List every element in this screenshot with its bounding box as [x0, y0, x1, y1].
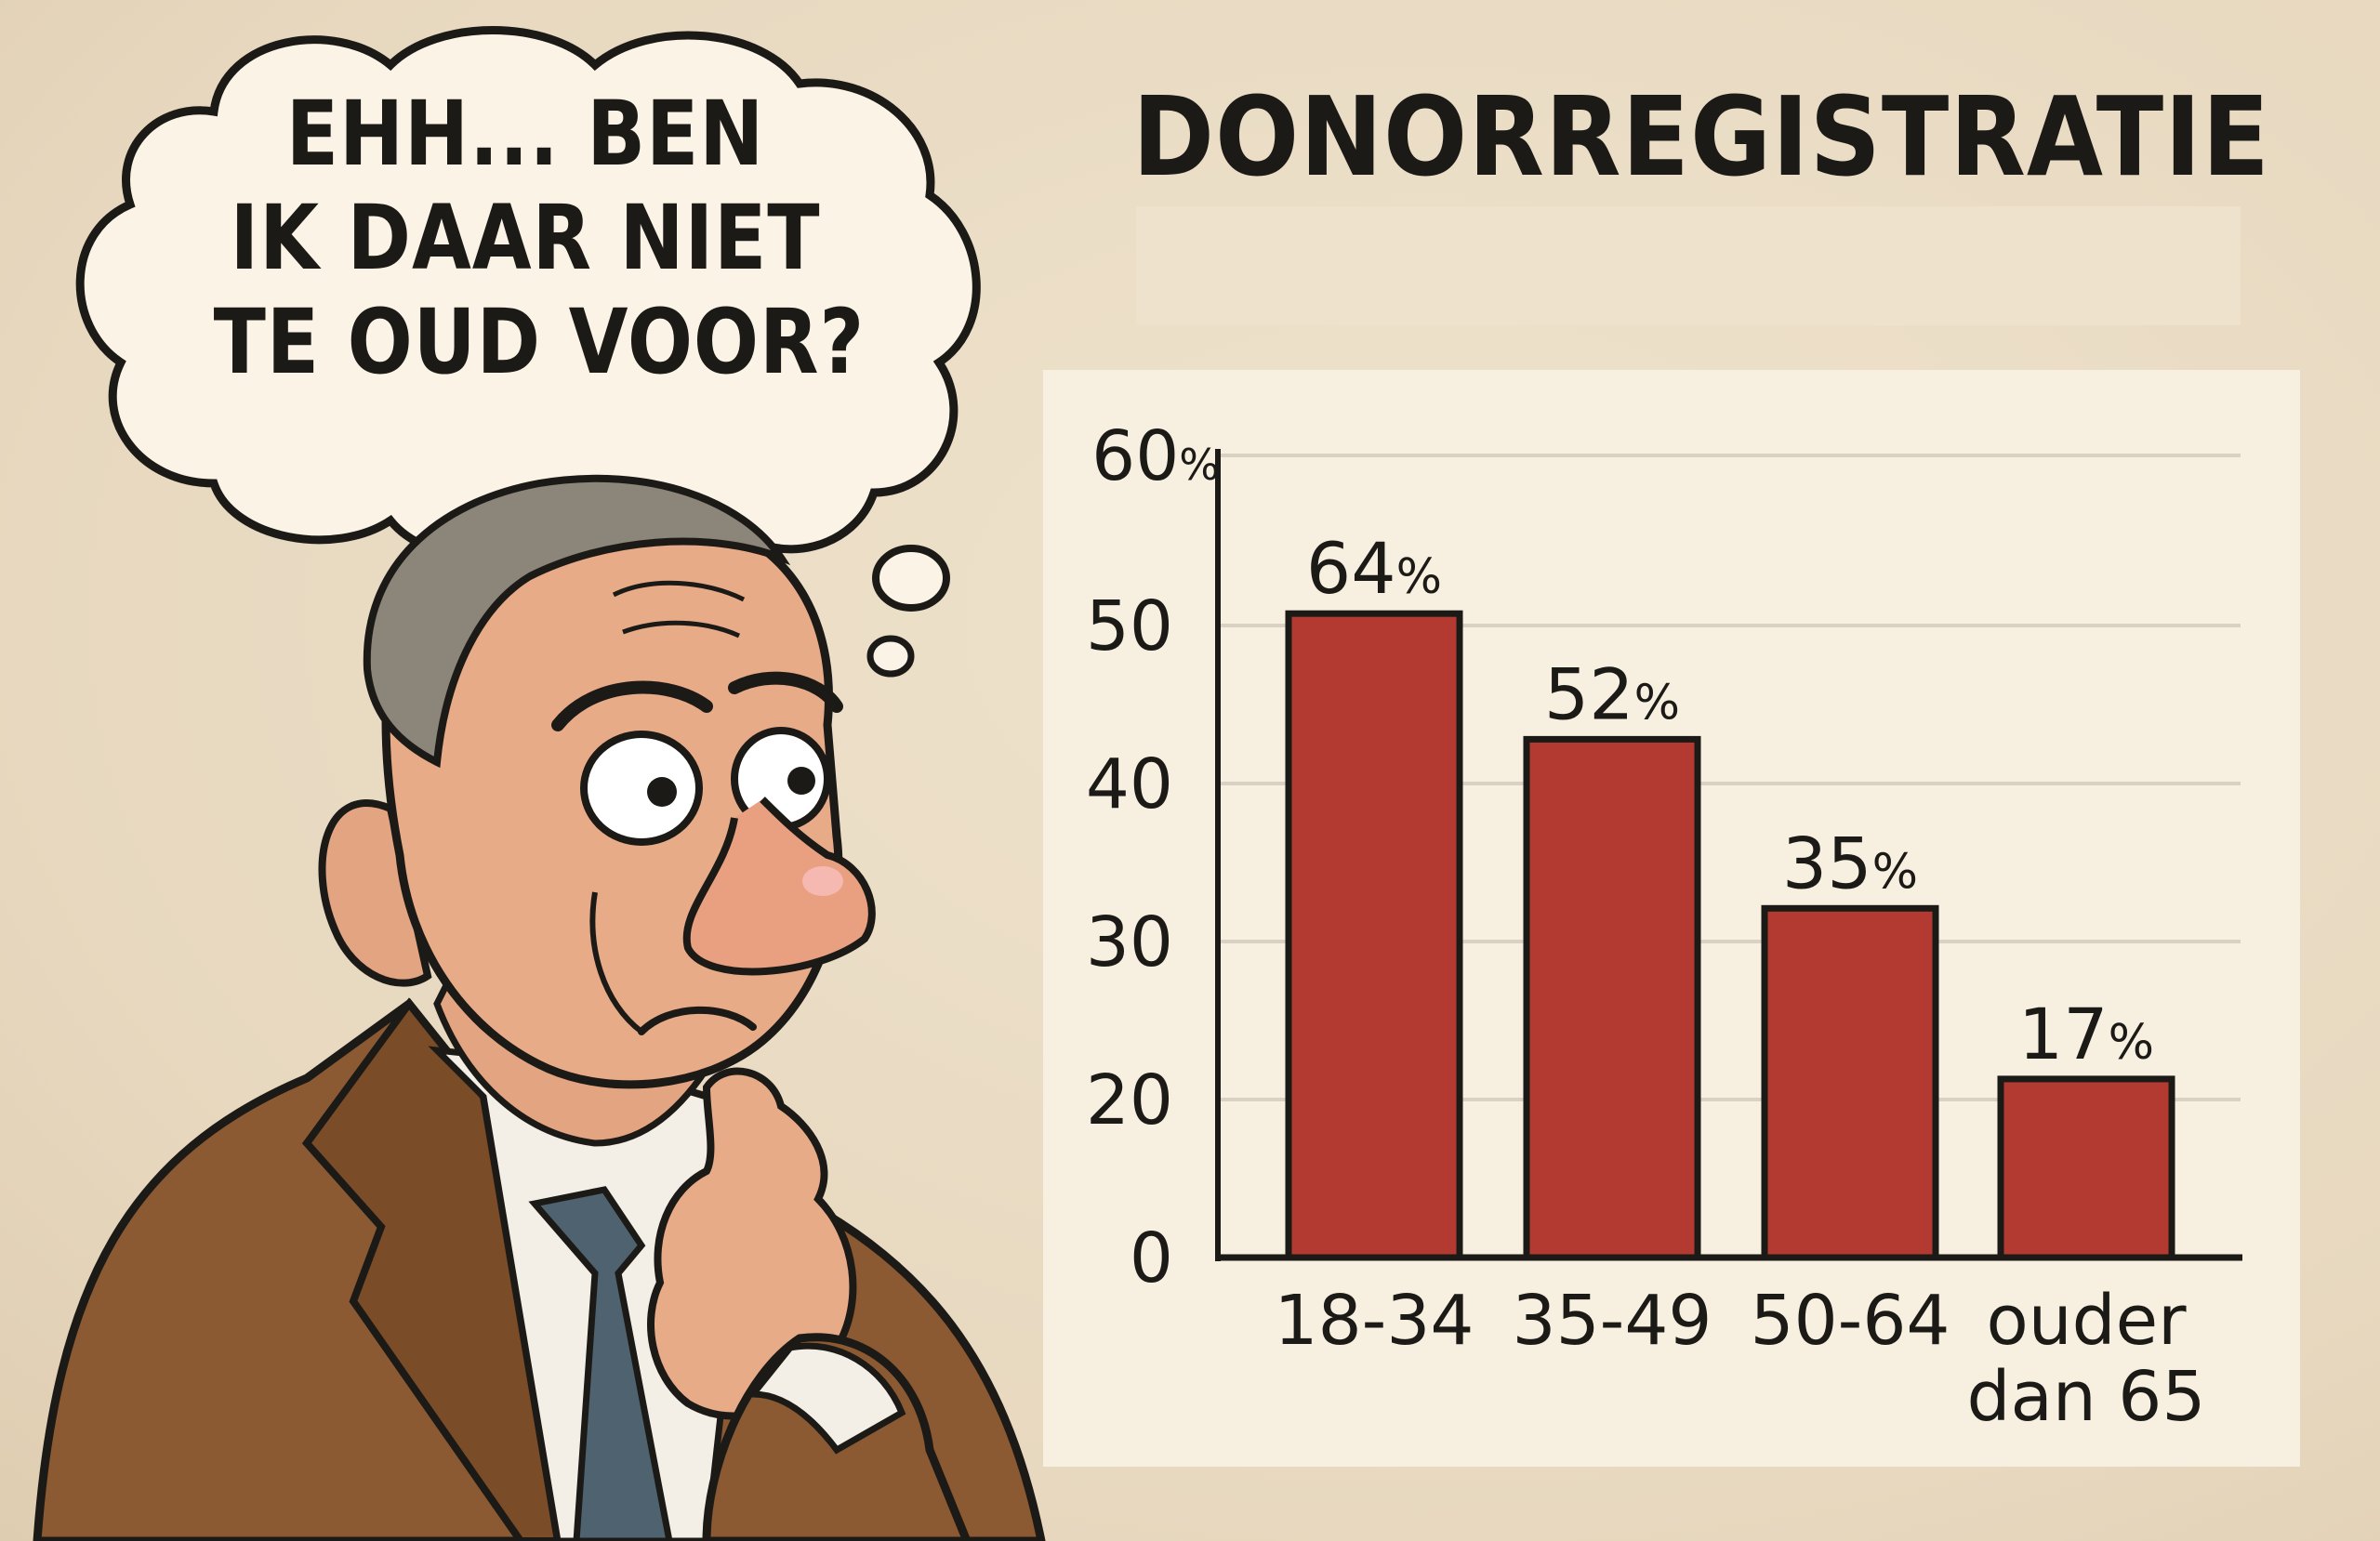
chart-panel: 0 20 30 40 50 60% 64% 18-34 52% 35-49 35% 50-64 17% o…: [1043, 370, 2300, 1467]
thought-bubble-text: EHH... BEN IK DAAR NIET TE OUD VOOR?: [213, 82, 866, 394]
bar: [1997, 1075, 2175, 1261]
pupil-left: [647, 777, 677, 807]
bubble-line: IK DAAR NIET: [230, 186, 821, 290]
data-label: 64%: [1306, 527, 1442, 610]
wrinkle: [612, 580, 746, 602]
thought-dot-large: [872, 545, 950, 612]
y-tick-label: 50: [1086, 586, 1173, 666]
pupil-right: [787, 767, 815, 795]
wrinkle: [622, 620, 741, 639]
y-tick-label: 20: [1086, 1060, 1173, 1140]
thought-dot-small: [866, 635, 915, 678]
hair: [363, 474, 791, 769]
eyebrow-left: [551, 680, 713, 731]
cuff: [746, 1342, 906, 1455]
bar: [1761, 904, 1939, 1261]
x-tick-label: dan 65: [1967, 1357, 2206, 1437]
bubble-line: TE OUD VOOR?: [213, 290, 866, 394]
thought-bubble: [75, 26, 981, 569]
bubble-line: EHH... BEN: [285, 82, 765, 186]
y-tick-label: 0: [1130, 1218, 1173, 1298]
mouth: [638, 1006, 757, 1035]
y-tick-label: 40: [1086, 744, 1173, 824]
y-tick-label: 60%: [1091, 416, 1220, 496]
eyebrow-right: [728, 671, 843, 713]
chart-title: DONORREGISTRATIE: [1132, 72, 2270, 201]
ear: [318, 799, 432, 987]
y-tick-label: 30: [1086, 902, 1173, 982]
eye-left: [580, 731, 703, 846]
bar-chart: 0 20 30 40 50 60% 64% 18-34 52% 35-49 35% 50-64 17% o…: [1086, 416, 2242, 1437]
data-label: 35%: [1782, 822, 1918, 904]
tie: [528, 1186, 673, 1541]
nose-highlight: [802, 866, 843, 896]
data-label: 17%: [2018, 993, 2154, 1075]
x-tick-label: ouder: [1986, 1281, 2187, 1361]
subtitle-placeholder: [1136, 206, 2241, 325]
x-tick-label: 18-34: [1274, 1281, 1474, 1361]
x-tick-label: 50-64: [1750, 1281, 1950, 1361]
cartoon-illustration: [33, 26, 1046, 1541]
bar: [1285, 610, 1463, 1261]
wrinkle: [589, 891, 643, 1034]
bar: [1523, 735, 1701, 1261]
data-label: 52%: [1544, 652, 1680, 735]
x-tick-label: 35-49: [1512, 1281, 1712, 1361]
nose: [682, 797, 876, 976]
